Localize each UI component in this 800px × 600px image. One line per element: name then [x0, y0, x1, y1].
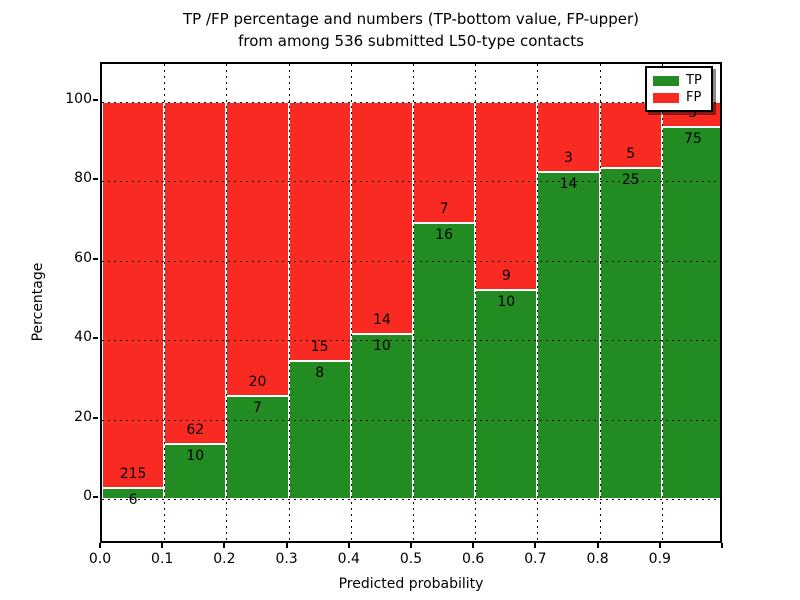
legend: TP FP: [645, 66, 713, 112]
x-tick-mark: [472, 543, 475, 548]
legend-label: FP: [686, 90, 702, 105]
y-axis-label: Percentage: [30, 262, 46, 342]
tp-count-label: 75: [683, 130, 702, 147]
x-tick-label: 0.7: [524, 551, 547, 567]
gridline-vertical: [350, 64, 352, 541]
plot-canvas: 215 6 62 10 20 7 15 8 14 10 7 16 9 10 3 14 5 25 5 75: [102, 64, 720, 541]
x-tick-mark: [534, 543, 537, 548]
x-tick-mark: [721, 543, 723, 548]
fp-bar-segment: [350, 102, 413, 334]
fp-count-label: 7: [439, 200, 449, 217]
fp-bar-segment: [288, 102, 351, 361]
y-tick-label: 0: [83, 488, 92, 504]
y-tick-label: 40: [74, 329, 92, 346]
x-tick-label: 0.3: [275, 551, 298, 567]
gridline-vertical: [226, 64, 228, 541]
tp-count-label: 10: [186, 447, 205, 464]
tp-bar-segment: [599, 168, 662, 499]
y-tick-label: 20: [74, 408, 92, 425]
y-tick-label: 80: [74, 170, 92, 187]
fp-bar-segment: [102, 102, 165, 489]
gridline-horizontal: [102, 340, 720, 342]
tp-count-label: 14: [559, 176, 578, 193]
x-tick-mark: [161, 543, 164, 548]
x-tick-mark: [658, 543, 661, 548]
tp-count-label: 7: [253, 400, 262, 417]
tp-legend-swatch: [653, 75, 679, 86]
y-tick-mark: [93, 416, 98, 419]
tp-count-label: 10: [372, 337, 391, 354]
gridline-horizontal: [102, 260, 720, 262]
x-tick-mark: [285, 543, 288, 548]
fp-count-label: 15: [310, 338, 329, 355]
x-tick-label: 0.4: [337, 551, 360, 567]
gridline-vertical: [413, 64, 414, 541]
gridline-vertical: [537, 64, 539, 541]
legend-label: TP: [686, 73, 702, 88]
fp-count-label: 62: [186, 421, 205, 438]
tp-count-label: 10: [497, 294, 516, 311]
fp-legend-swatch: [653, 92, 679, 103]
tp-count-label: 8: [315, 364, 325, 381]
tp-count-label: 6: [128, 492, 138, 509]
x-tick-label: 0.2: [213, 551, 236, 567]
gridline-horizontal: [102, 102, 720, 103]
x-tick-label: 0.5: [399, 551, 423, 567]
fp-count-label: 5: [688, 104, 698, 121]
tp-bar-segment: [164, 443, 227, 499]
fp-count-label: 20: [248, 374, 267, 391]
fp-count-label: 5: [626, 146, 636, 163]
x-tick-mark: [347, 543, 350, 548]
x-tick-label: 0.0: [88, 551, 112, 567]
plot-area: 215 6 62 10 20 7 15 8 14 10 7 16 9 10 3 14 5 25 5 75: [100, 62, 722, 543]
x-tick-label: 0.9: [648, 551, 671, 567]
gridline-horizontal: [102, 181, 720, 183]
fp-count-label: 14: [372, 311, 391, 328]
y-tick-label: 60: [74, 249, 92, 266]
legend-row: TP: [653, 74, 705, 87]
x-tick-mark: [223, 543, 226, 548]
chart-title-line1: TP /FP percentage and numbers (TP-bottom…: [183, 10, 639, 28]
gridline-horizontal: [102, 419, 720, 421]
y-tick-mark: [93, 337, 98, 340]
x-tick-label: 0.6: [462, 551, 485, 567]
fp-bar-segment: [475, 102, 538, 291]
y-tick-mark: [93, 496, 98, 498]
fp-bar-segment: [537, 102, 600, 173]
x-tick-label: 0.8: [586, 551, 609, 567]
tp-bar-segment: [475, 290, 538, 499]
tp-bar-segment: [102, 488, 165, 499]
tp-bar-segment: [537, 172, 600, 499]
fp-bar-segment: [226, 102, 289, 397]
tp-bar-segment: [661, 126, 720, 499]
tp-bar-segment: [350, 333, 413, 499]
gridline-vertical: [164, 64, 166, 541]
tp-bar-segment: [288, 360, 351, 499]
y-tick-label: 100: [65, 91, 92, 107]
legend-row: FP: [653, 91, 705, 104]
tp-count-label: 25: [621, 172, 640, 189]
chart-title-line2: from among 536 submitted L50-type contac…: [238, 32, 584, 50]
y-tick-mark: [93, 178, 98, 181]
x-tick-label: 0.1: [151, 551, 174, 567]
tp-count-label: 16: [435, 226, 453, 243]
tp-bar-segment: [413, 222, 476, 499]
fp-bar-segment: [164, 102, 227, 444]
fp-count-label: 3: [564, 150, 573, 167]
x-tick-mark: [99, 543, 101, 548]
fp-count-label: 215: [119, 466, 147, 483]
gridline-horizontal: [102, 499, 720, 500]
gridline-vertical: [288, 64, 290, 541]
gridline-vertical: [475, 64, 477, 541]
gridline-vertical: [661, 64, 663, 541]
fp-count-label: 9: [501, 268, 511, 285]
x-tick-mark: [410, 543, 412, 548]
x-tick-mark: [596, 543, 599, 548]
gridline-vertical: [599, 64, 601, 541]
x-axis-label: Predicted probability: [338, 576, 484, 592]
y-tick-mark: [93, 257, 98, 260]
y-tick-mark: [93, 99, 98, 101]
